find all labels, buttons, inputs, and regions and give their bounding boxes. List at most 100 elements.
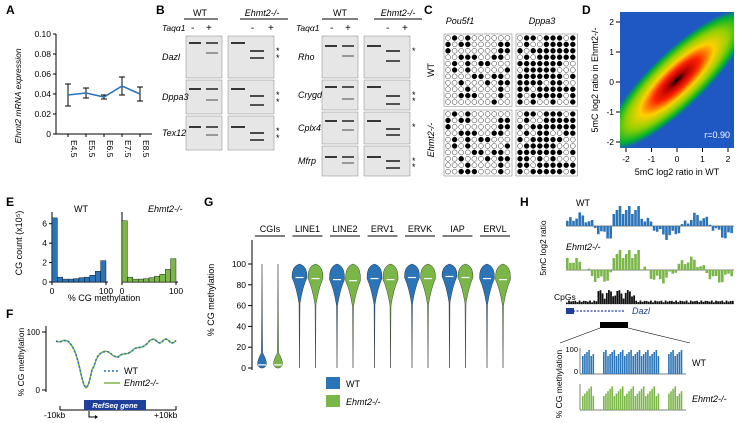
cpg-dot [543, 162, 550, 168]
track-bar [724, 226, 727, 239]
y-tick-label: 1 [609, 47, 614, 57]
cpg-dot [478, 92, 484, 99]
cpg-dot [537, 54, 543, 60]
cpg-dot [451, 111, 458, 117]
cpg-dot [465, 41, 471, 48]
cpg-density-bar [687, 302, 690, 304]
panel-c: Pou5f1 Dppa3 WT Ehmt2-/- [426, 16, 578, 177]
gel-band [386, 134, 400, 136]
cpg-dot [556, 136, 563, 143]
methylation-bar [586, 391, 588, 410]
cpg-dot [451, 99, 458, 105]
methylation-bar [645, 352, 647, 374]
gel-band [342, 98, 354, 100]
cpg-dot [471, 67, 478, 73]
cpg-density-bar [668, 300, 671, 304]
cpg-dot [451, 54, 458, 60]
cpg-dot [478, 156, 484, 162]
cpg-dot [491, 80, 497, 86]
cpg-dot [570, 99, 576, 105]
asterisk-marker: * [412, 162, 416, 172]
cpg-dot [445, 111, 451, 117]
cpg-dot [465, 99, 471, 105]
methylation-bar [647, 393, 649, 410]
cpg-dot [491, 48, 497, 54]
cpg-dot [498, 67, 504, 73]
cpg-dot [523, 67, 530, 73]
x-tick-label: 0 [50, 286, 55, 296]
gel-band [386, 128, 400, 130]
cpg-dot [498, 156, 504, 162]
track-bar [587, 221, 591, 226]
cpg-dot [445, 80, 451, 86]
track-bar [655, 270, 659, 276]
cpg-dot [543, 73, 550, 80]
cpg-dot [517, 117, 523, 124]
cpg-density-bar [664, 300, 667, 304]
gel-band [367, 45, 381, 47]
panel-g-ylabel: % CG methylation [206, 264, 216, 337]
cpg-density-bar [675, 300, 677, 304]
cpg-dot [471, 99, 478, 105]
cpg-dot [530, 67, 536, 73]
cpg-dot [471, 54, 478, 60]
cpg-dot [517, 35, 523, 41]
cpg-density-bar [584, 300, 587, 304]
cpg-dot [530, 60, 536, 67]
cpg-dot [517, 41, 523, 48]
track-bar [708, 270, 712, 280]
cpg-dot [445, 67, 451, 73]
asterisk-marker: * [412, 122, 416, 132]
cpg-dot [563, 67, 569, 73]
cpg-dot [530, 117, 536, 124]
track-bar [615, 254, 619, 270]
panel-d-xlabel: 5mC log2 ratio in WT [635, 167, 720, 177]
gel-band [367, 86, 381, 88]
cpg-dot [550, 92, 556, 99]
track-bar [671, 270, 674, 274]
cpg-density-bar [689, 300, 692, 304]
gel-band [231, 88, 245, 90]
track-bar [665, 226, 668, 240]
histogram-bar [164, 269, 171, 283]
panel-b: WT Ehmt2-/- WT Ehmt2-/- Taqα1 Taqα1 - + … [162, 8, 422, 177]
gel-row-label-left: Taqα1 [162, 23, 186, 33]
methylation-bar [632, 386, 634, 410]
cpg-density-bar [658, 301, 661, 304]
cpg-dot [543, 67, 550, 73]
panel-h-tracks [566, 206, 734, 305]
cpg-dot [570, 156, 576, 162]
cpg-dot [523, 35, 530, 41]
cpg-dot [556, 41, 563, 48]
x-tick-label: E8.5 [141, 140, 151, 158]
cpg-dot [556, 86, 563, 92]
track-bar [696, 214, 699, 226]
gel-band [325, 156, 337, 158]
c-row-wt: WT [426, 63, 436, 77]
cpg-dot [537, 92, 543, 99]
asterisk-marker: * [412, 96, 416, 106]
gel-band [325, 86, 337, 88]
cpg-density-bar [679, 300, 682, 304]
violin-shape [291, 263, 308, 369]
methylation-bar [640, 388, 643, 410]
cpg-dot [504, 149, 511, 156]
cpg-dot [570, 130, 576, 136]
panel-e: CG count (x10⁵) WT Ehmt2-/- % CG methyla… [14, 204, 183, 303]
zoom-line [559, 327, 601, 344]
histogram-bar [148, 277, 155, 283]
cpg-dot [504, 35, 511, 41]
gene-label: Dppa3 [162, 92, 189, 102]
track-bar [708, 224, 712, 226]
panel-g: % CG methylation 0 20 40 60 80 100 CGIs LINE1 L… [206, 224, 511, 407]
cpg-dot [451, 41, 458, 48]
cpg-dot [556, 124, 563, 130]
cpg-dot [471, 80, 478, 86]
histogram-bar [67, 278, 74, 283]
legend-label-mut: Ehmt2-/- [346, 397, 381, 407]
cpg-dot [458, 168, 464, 175]
cpg-dot [451, 86, 458, 92]
asterisk-marker: * [276, 133, 280, 143]
cpg-dot [498, 130, 504, 136]
